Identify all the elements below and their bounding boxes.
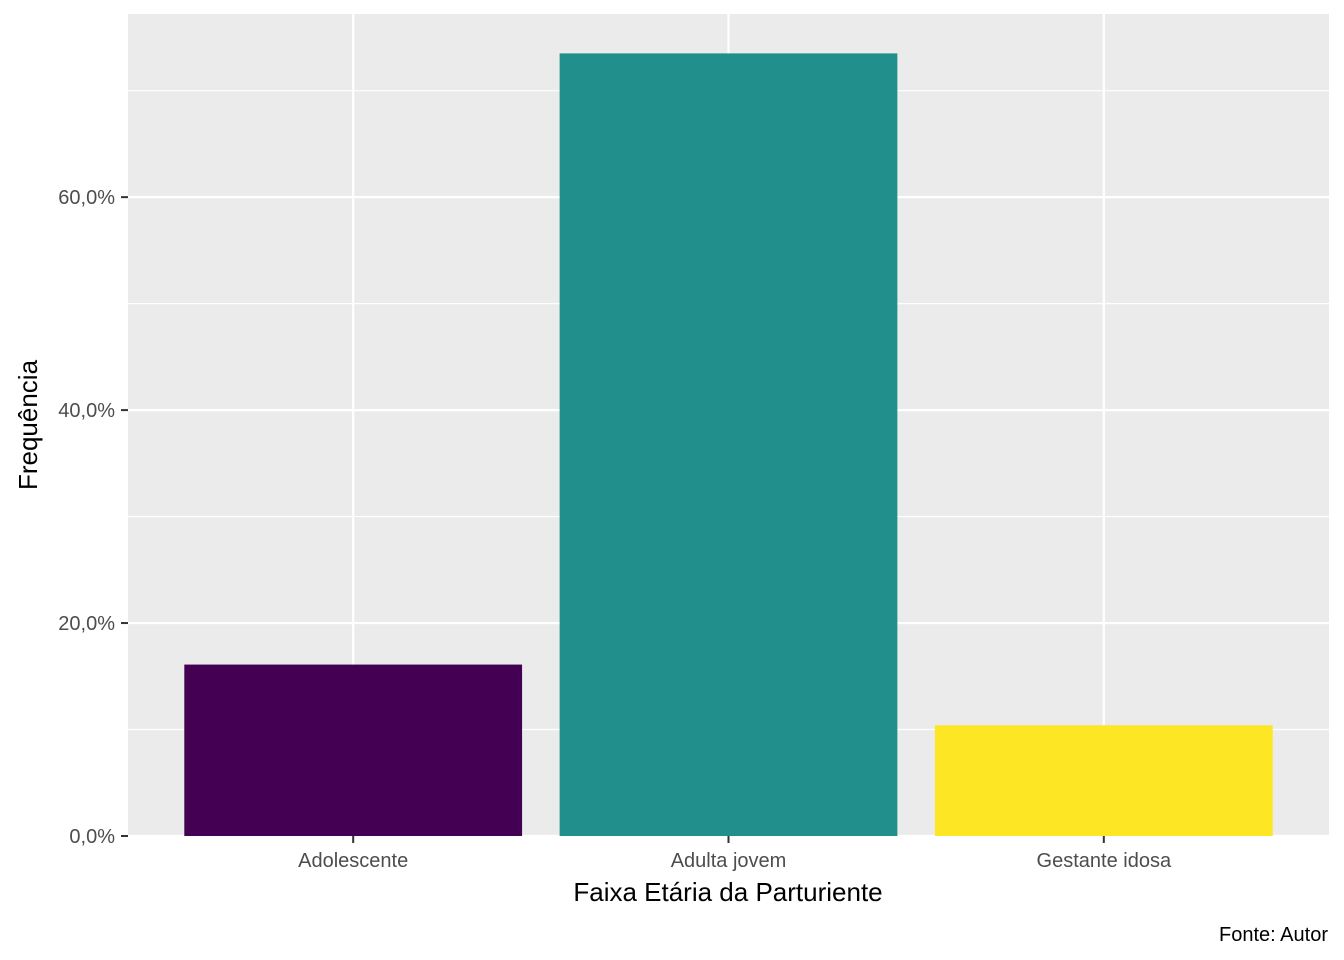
x-tick-label: Adolescente [298, 850, 408, 872]
x-axis-title: Faixa Etária da Parturiente [573, 877, 882, 907]
x-axis: Adolescente Adulta jovem Gestante idosa [298, 836, 1172, 872]
bars [184, 53, 1273, 837]
y-axis-title: Frequência [13, 359, 43, 490]
y-tick-label: 60,0% [58, 187, 115, 209]
y-tick-label: 40,0% [58, 400, 115, 422]
x-tick-label: Adulta jovem [671, 850, 787, 872]
y-axis: 0,0% 20,0% 40,0% 60,0% [58, 187, 128, 848]
bar-gestante-idosa [934, 725, 1273, 836]
source-caption: Fonte: Autor [1219, 924, 1328, 946]
y-tick-label: 20,0% [58, 613, 115, 635]
bar-adolescente [184, 664, 523, 836]
y-tick-label: 0,0% [69, 826, 115, 848]
x-tick-label: Gestante idosa [1037, 850, 1172, 872]
bar-adulta-jovem [559, 53, 898, 837]
